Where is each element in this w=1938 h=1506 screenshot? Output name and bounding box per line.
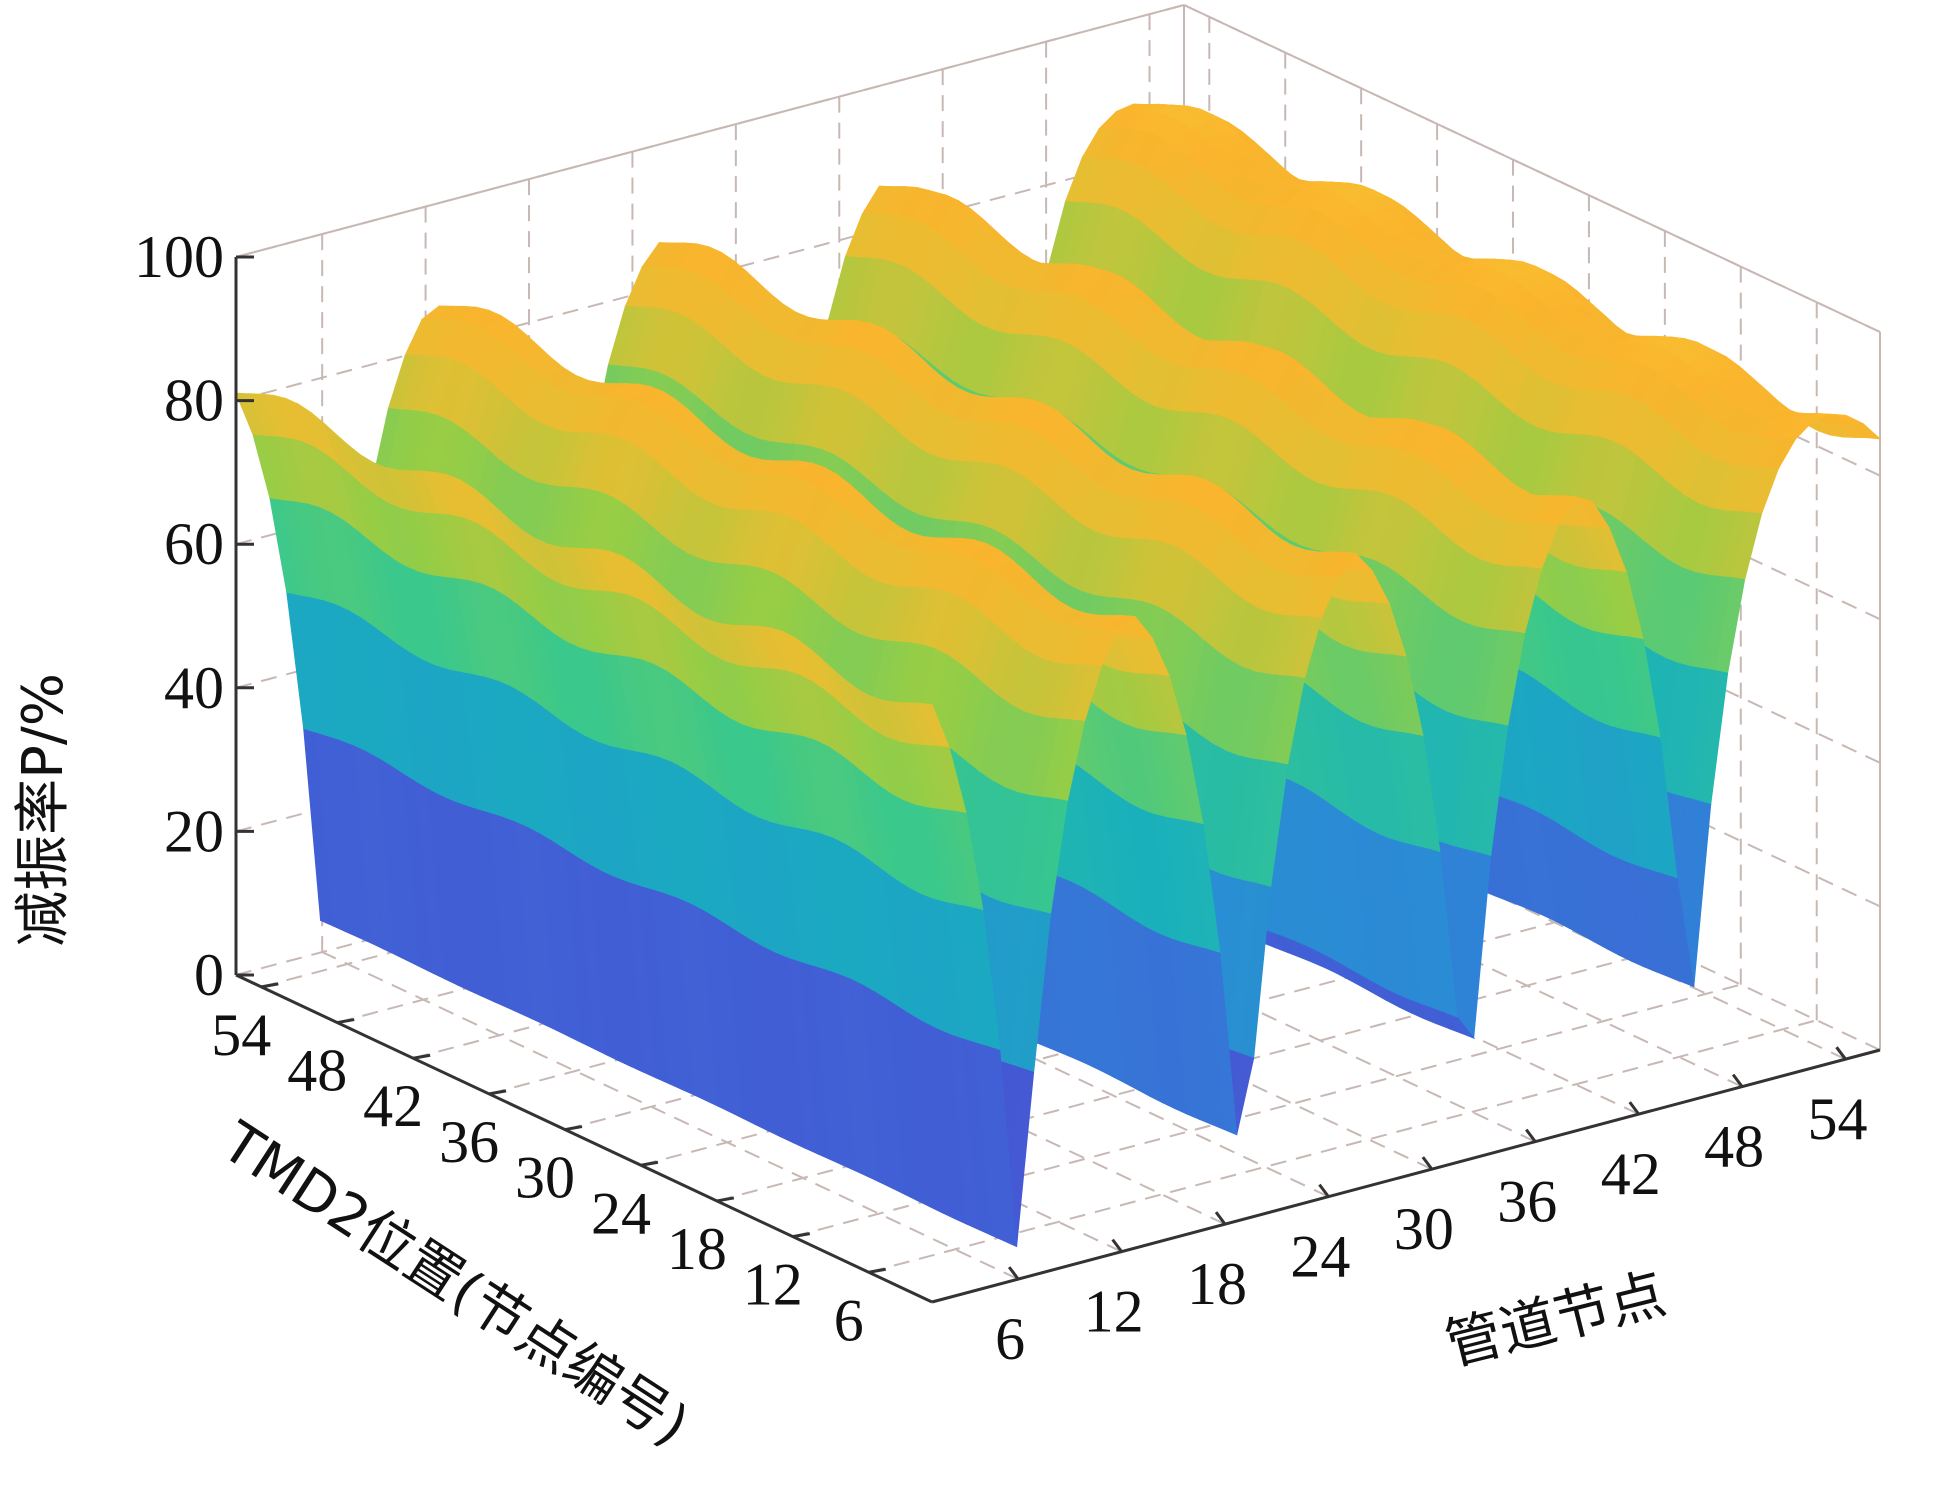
y-tick-label: 6 [834, 1287, 864, 1353]
y-tick-mark [792, 1232, 811, 1239]
x-tick-mark [1525, 1128, 1537, 1143]
x-tick-label: 30 [1394, 1196, 1454, 1262]
z-tick-label: 0 [194, 942, 224, 1008]
y-tick-mark [716, 1196, 735, 1203]
x-tick-mark [1007, 1266, 1020, 1280]
y-tick-label: 30 [515, 1145, 575, 1211]
z-tick-label: 100 [134, 224, 224, 290]
x-axis-line [931, 1048, 1881, 1304]
y-tick-label: 12 [743, 1252, 803, 1318]
x-tick-label: 54 [1808, 1086, 1868, 1152]
x-tick-mark [1214, 1211, 1227, 1226]
x-tick-mark [1421, 1156, 1434, 1171]
x-tick-label: 36 [1497, 1169, 1557, 1235]
box-edge [235, 4, 1185, 258]
z-tick-label: 60 [164, 511, 224, 577]
x-tick-label: 42 [1601, 1141, 1661, 1207]
x-tick-mark [1111, 1238, 1123, 1253]
x-tick-label: 6 [995, 1306, 1025, 1372]
box-edge [1183, 4, 1881, 333]
x-tick-label: 12 [1084, 1279, 1144, 1345]
y-tick-label: 18 [667, 1216, 727, 1282]
surface-patch [918, 702, 950, 748]
y-tick-mark [261, 982, 279, 989]
x-tick-label: 24 [1290, 1224, 1350, 1290]
y-tick-mark [640, 1160, 659, 1167]
y-tick-mark [336, 1018, 355, 1025]
z-tick-label: 80 [164, 368, 224, 434]
z-tick-label: 40 [164, 655, 224, 721]
y-tick-label: 24 [591, 1180, 651, 1246]
surface-mesh [235, 103, 1882, 1248]
y-tick-mark [488, 1089, 507, 1096]
x-tick-mark [1628, 1101, 1640, 1116]
x-tick-label: 18 [1187, 1251, 1247, 1317]
x-tick-mark [1318, 1183, 1330, 1198]
x-tick-label: 48 [1704, 1114, 1764, 1180]
x-tick-mark [1731, 1073, 1744, 1088]
axis-lines [234, 257, 1881, 1304]
y-tick-mark [412, 1053, 431, 1060]
y-tick-mark [564, 1125, 583, 1132]
z-tick-label: 20 [164, 798, 224, 864]
x-axis-label: 管道节点 [1439, 1261, 1672, 1378]
floor-gridline-y [868, 1019, 1817, 1274]
y-axis-line [235, 973, 933, 1304]
y-tick-label: 36 [439, 1109, 499, 1175]
y-tick-label: 54 [211, 1002, 271, 1068]
x-tick-mark [1835, 1046, 1847, 1061]
y-tick-label: 48 [287, 1038, 347, 1104]
z-axis-label: 减振率P/% [11, 673, 76, 947]
back-gridline-z [235, 147, 1185, 402]
y-tick-mark [868, 1267, 886, 1274]
y-tick-label: 42 [363, 1073, 423, 1139]
